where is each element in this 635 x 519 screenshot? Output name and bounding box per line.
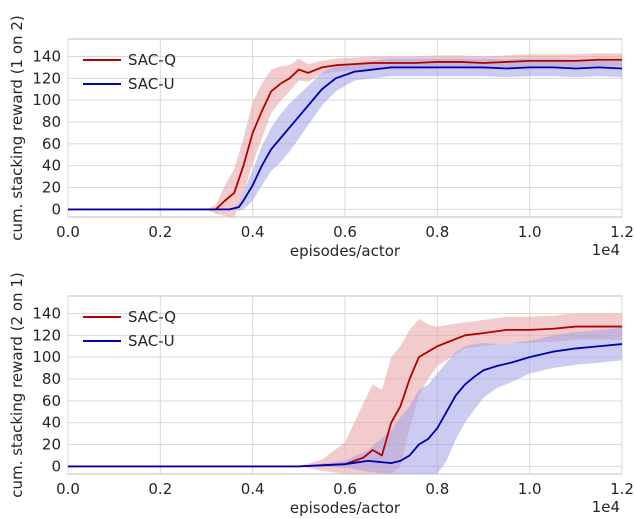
series-line-sac-u	[68, 343, 623, 468]
y-axis-label: cum. stacking reward (1 on 2)	[8, 15, 26, 240]
x-tick-label: 0.4	[241, 480, 265, 498]
y-tick-label: 60	[42, 135, 61, 153]
legend-label-sac-u: SAC-U	[128, 75, 175, 93]
legend-label-sac-q: SAC-Q	[128, 51, 176, 69]
x-tick-label: 0.6	[333, 223, 357, 241]
y-tick-label: 80	[42, 113, 61, 131]
confidence-bands	[68, 53, 622, 217]
x-tick-labels: 0.0 0.2 0.4 0.6 0.8 1.0 1.2	[56, 223, 634, 241]
y-tick-label: 80	[42, 370, 61, 388]
x-axis-label: episodes/actor	[290, 499, 401, 517]
band-sac-u	[68, 58, 622, 211]
y-tick-label: 0	[51, 457, 61, 475]
x-tick-label: 0.2	[148, 480, 172, 498]
x-tick-label: 1.2	[610, 480, 634, 498]
x-tick-label: 1.2	[610, 223, 634, 241]
x-tick-labels: 0.0 0.2 0.4 0.6 0.8 1.0 1.2	[56, 480, 634, 498]
y-tick-label: 40	[42, 157, 61, 175]
legend-label-sac-u: SAC-U	[128, 332, 175, 350]
y-tick-label: 100	[32, 91, 61, 109]
x-multiplier-label: 1e4	[592, 241, 620, 259]
band-sac-u	[68, 327, 622, 474]
legend-label-sac-q: SAC-Q	[128, 308, 176, 326]
legend: SAC-Q SAC-U	[83, 308, 176, 350]
series-lines	[68, 325, 623, 468]
y-tick-label: 60	[42, 392, 61, 410]
x-multiplier-label: 1e4	[592, 498, 620, 516]
x-tick-label: 0.8	[425, 223, 449, 241]
confidence-bands	[68, 313, 622, 474]
y-tick-label: 120	[32, 326, 61, 344]
x-axis-label: episodes/actor	[290, 242, 401, 260]
y-axis-label: cum. stacking reward (2 on 1)	[8, 272, 26, 497]
x-tick-label: 0.4	[241, 223, 265, 241]
chart-top: 0 20 40 60 80 100 120 140 0.0 0.2 0.4 0.6 0.8 1.0 1.2…	[8, 15, 634, 260]
y-tick-label: 140	[32, 304, 61, 322]
y-tick-labels: 0 20 40 60 80 100 120 140	[32, 47, 61, 218]
x-tick-label: 1.0	[518, 480, 542, 498]
series-lines	[68, 58, 623, 211]
series-line-sac-u	[68, 66, 623, 211]
y-tick-label: 120	[32, 69, 61, 87]
x-tick-label: 0.6	[333, 480, 357, 498]
x-tick-label: 0.0	[56, 223, 80, 241]
grid-lines	[67, 296, 623, 474]
band-sac-q	[68, 313, 622, 474]
chart-bottom: 0 20 40 60 80 100 120 140 0.0 0.2 0.4 0.6 0.8 1.0 1.2…	[8, 272, 634, 517]
y-tick-label: 20	[42, 179, 61, 197]
x-tick-label: 1.0	[518, 223, 542, 241]
series-line-sac-q	[68, 325, 622, 468]
y-tick-label: 0	[51, 200, 61, 218]
y-tick-labels: 0 20 40 60 80 100 120 140	[32, 304, 61, 475]
y-tick-label: 140	[32, 47, 61, 65]
y-tick-label: 20	[42, 436, 61, 454]
legend: SAC-Q SAC-U	[83, 51, 176, 93]
y-tick-label: 40	[42, 414, 61, 432]
x-tick-label: 0.0	[56, 480, 80, 498]
x-tick-label: 0.2	[148, 223, 172, 241]
x-tick-label: 0.8	[425, 480, 449, 498]
series-line-sac-q	[68, 58, 622, 211]
y-tick-label: 100	[32, 348, 61, 366]
